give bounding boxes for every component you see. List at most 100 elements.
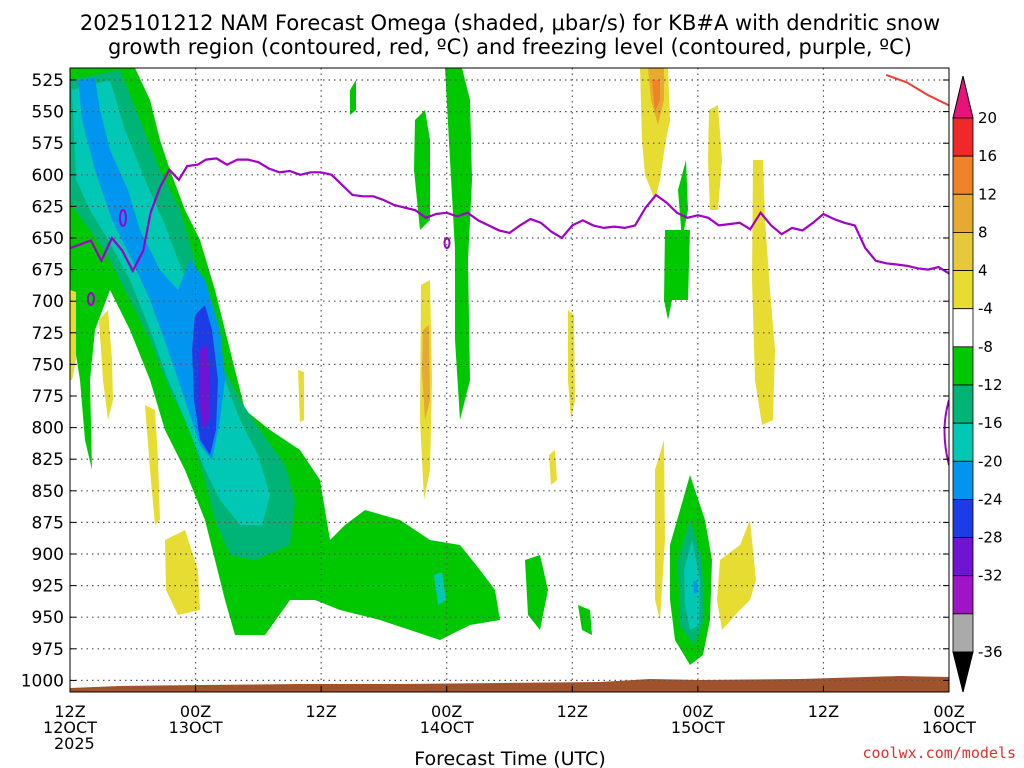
omega-region-p4-j: [708, 105, 722, 210]
colorbar-label: -8: [978, 338, 993, 356]
colorbar-swatch-c16: [952, 155, 974, 195]
omega-region-m4-col5: [678, 160, 688, 240]
omega-region-m4-col1: [414, 110, 430, 230]
omega-region-p4-c: [145, 405, 160, 525]
colorbar-label: -24: [978, 490, 1003, 508]
colorbar: 20 16 12 8 4 -4 -8 -12 -16 -20 -24 -28 -32 -36: [952, 75, 1003, 693]
y-tick-label: 750: [32, 355, 64, 375]
x-tick-label-line1: 00Z: [682, 702, 713, 721]
y-tick-label: 850: [32, 482, 64, 502]
colorbar-label: 16: [978, 147, 997, 165]
omega-region-p4-a: [99, 310, 113, 420]
plot-frame: [69, 67, 950, 693]
x-tick-label-line2: 16OCT: [922, 718, 976, 737]
colorbar-swatch-m16: [952, 460, 974, 500]
colorbar-swatch-c8: [952, 232, 974, 271]
x-tick-label-line1: 00Z: [431, 702, 462, 721]
y-tick-label: 625: [32, 197, 64, 217]
y-tick-label: 950: [32, 608, 64, 628]
x-tick-label-line1: 12Z: [305, 702, 336, 721]
omega-shaded-field: [70, 68, 949, 692]
x-tick-label-line2: 13OCT: [169, 718, 223, 737]
colorbar-label: -4: [978, 300, 993, 318]
y-tick-label: 800: [32, 419, 64, 439]
x-axis-label: Forecast Time (UTC): [414, 748, 605, 768]
freezing-level-loop-3: [443, 237, 451, 249]
freezing-level-loop-2: [119, 209, 127, 227]
colorbar-label: 20: [978, 109, 997, 127]
colorbar-label: 4: [978, 262, 988, 280]
pressure-axis: 525 550 575 600 625 650 675 700 725 750 775 800 825 8…: [21, 71, 949, 691]
y-tick-label: 725: [32, 324, 64, 344]
omega-region-m24: [199, 345, 210, 430]
x-tick-label-line3: 2025: [54, 734, 95, 753]
y-tick-label: 650: [32, 229, 64, 249]
y-tick-label: 1000: [21, 671, 64, 691]
chart-title-line1: 2025101212 NAM Forecast Omega (shaded, μ…: [80, 11, 940, 35]
colorbar-label: -20: [978, 452, 1003, 470]
omega-region-m4-col4: [664, 230, 690, 320]
x-tick-label-line1: 12Z: [54, 702, 85, 721]
colorbar-bottom-arrow: [952, 651, 974, 693]
x-tick-label-line2: 15OCT: [671, 718, 725, 737]
y-tick-label: 925: [32, 577, 64, 597]
freezing-level-line: [70, 157, 949, 275]
x-tick-label-line1: 12Z: [808, 702, 839, 721]
credit-text: coolwx.com/models: [862, 744, 1016, 762]
colorbar-label: -16: [978, 414, 1003, 432]
omega-region-p12-i: [652, 80, 660, 112]
colorbar-label: -28: [978, 529, 1003, 547]
omega-region-m12-small: [434, 572, 446, 605]
omega-region-p4-m: [717, 520, 756, 630]
y-tick-label: 550: [32, 103, 64, 123]
colorbar-swatch-c20: [952, 117, 974, 157]
colorbar-label: 12: [978, 185, 997, 203]
x-tick-label-line1: 00Z: [180, 702, 211, 721]
colorbar-swatch-m4: [952, 346, 974, 386]
x-tick-label-line1: 00Z: [933, 702, 964, 721]
chart-title-line2: growth region (contoured, red, ºC) and f…: [108, 35, 912, 59]
colorbar-label: -32: [978, 567, 1003, 585]
colorbar-swatch-c12: [952, 193, 974, 233]
omega-region-m4-col7: [525, 555, 548, 630]
freezing-level-loop-4: [943, 399, 949, 466]
colorbar-swatch-m24: [952, 537, 974, 577]
colorbar-swatch-m12: [952, 422, 974, 462]
y-tick-label: 825: [32, 450, 64, 470]
y-tick-label: 875: [32, 513, 64, 533]
y-tick-label: 675: [32, 261, 64, 281]
x-tick-label-line1: 12Z: [557, 702, 588, 721]
y-tick-label: 575: [32, 134, 64, 154]
colorbar-swatch-m8: [952, 384, 974, 424]
colorbar-swatch-c4: [952, 270, 974, 310]
y-tick-label: 525: [32, 71, 64, 91]
y-tick-label: 975: [32, 640, 64, 660]
omega-region-m4-col8: [578, 605, 592, 635]
x-tick-label-line2: 14OCT: [420, 718, 474, 737]
terrain-surface: [70, 676, 949, 692]
omega-region-p4-b: [70, 290, 76, 380]
colorbar-label: -36: [978, 643, 1003, 661]
colorbar-swatch-neutral: [952, 308, 974, 348]
colorbar-swatch-m32: [952, 613, 974, 653]
colorbar-top-arrow: [952, 75, 974, 119]
omega-region-p4-d: [165, 530, 200, 615]
omega-region-m4-col3: [350, 80, 356, 115]
colorbar-swatch-m20: [952, 499, 974, 538]
colorbar-label: 8: [978, 223, 988, 241]
omega-region-p4-l: [655, 440, 665, 620]
y-tick-label: 600: [32, 166, 64, 186]
omega-region-m4-col2: [445, 68, 472, 420]
dgz-contour-line: [885, 73, 949, 107]
omega-region-m16-col6: [693, 580, 698, 594]
y-tick-label: 775: [32, 387, 64, 407]
x-tick-label-line2: 12OCT: [43, 718, 97, 737]
grid-lines: [70, 68, 949, 692]
colorbar-swatch-m28: [952, 575, 974, 615]
freezing-level-loop-1: [87, 292, 95, 306]
omega-region-m16: [78, 78, 225, 460]
omega-region-p4-k: [752, 160, 775, 425]
y-tick-label: 900: [32, 545, 64, 565]
